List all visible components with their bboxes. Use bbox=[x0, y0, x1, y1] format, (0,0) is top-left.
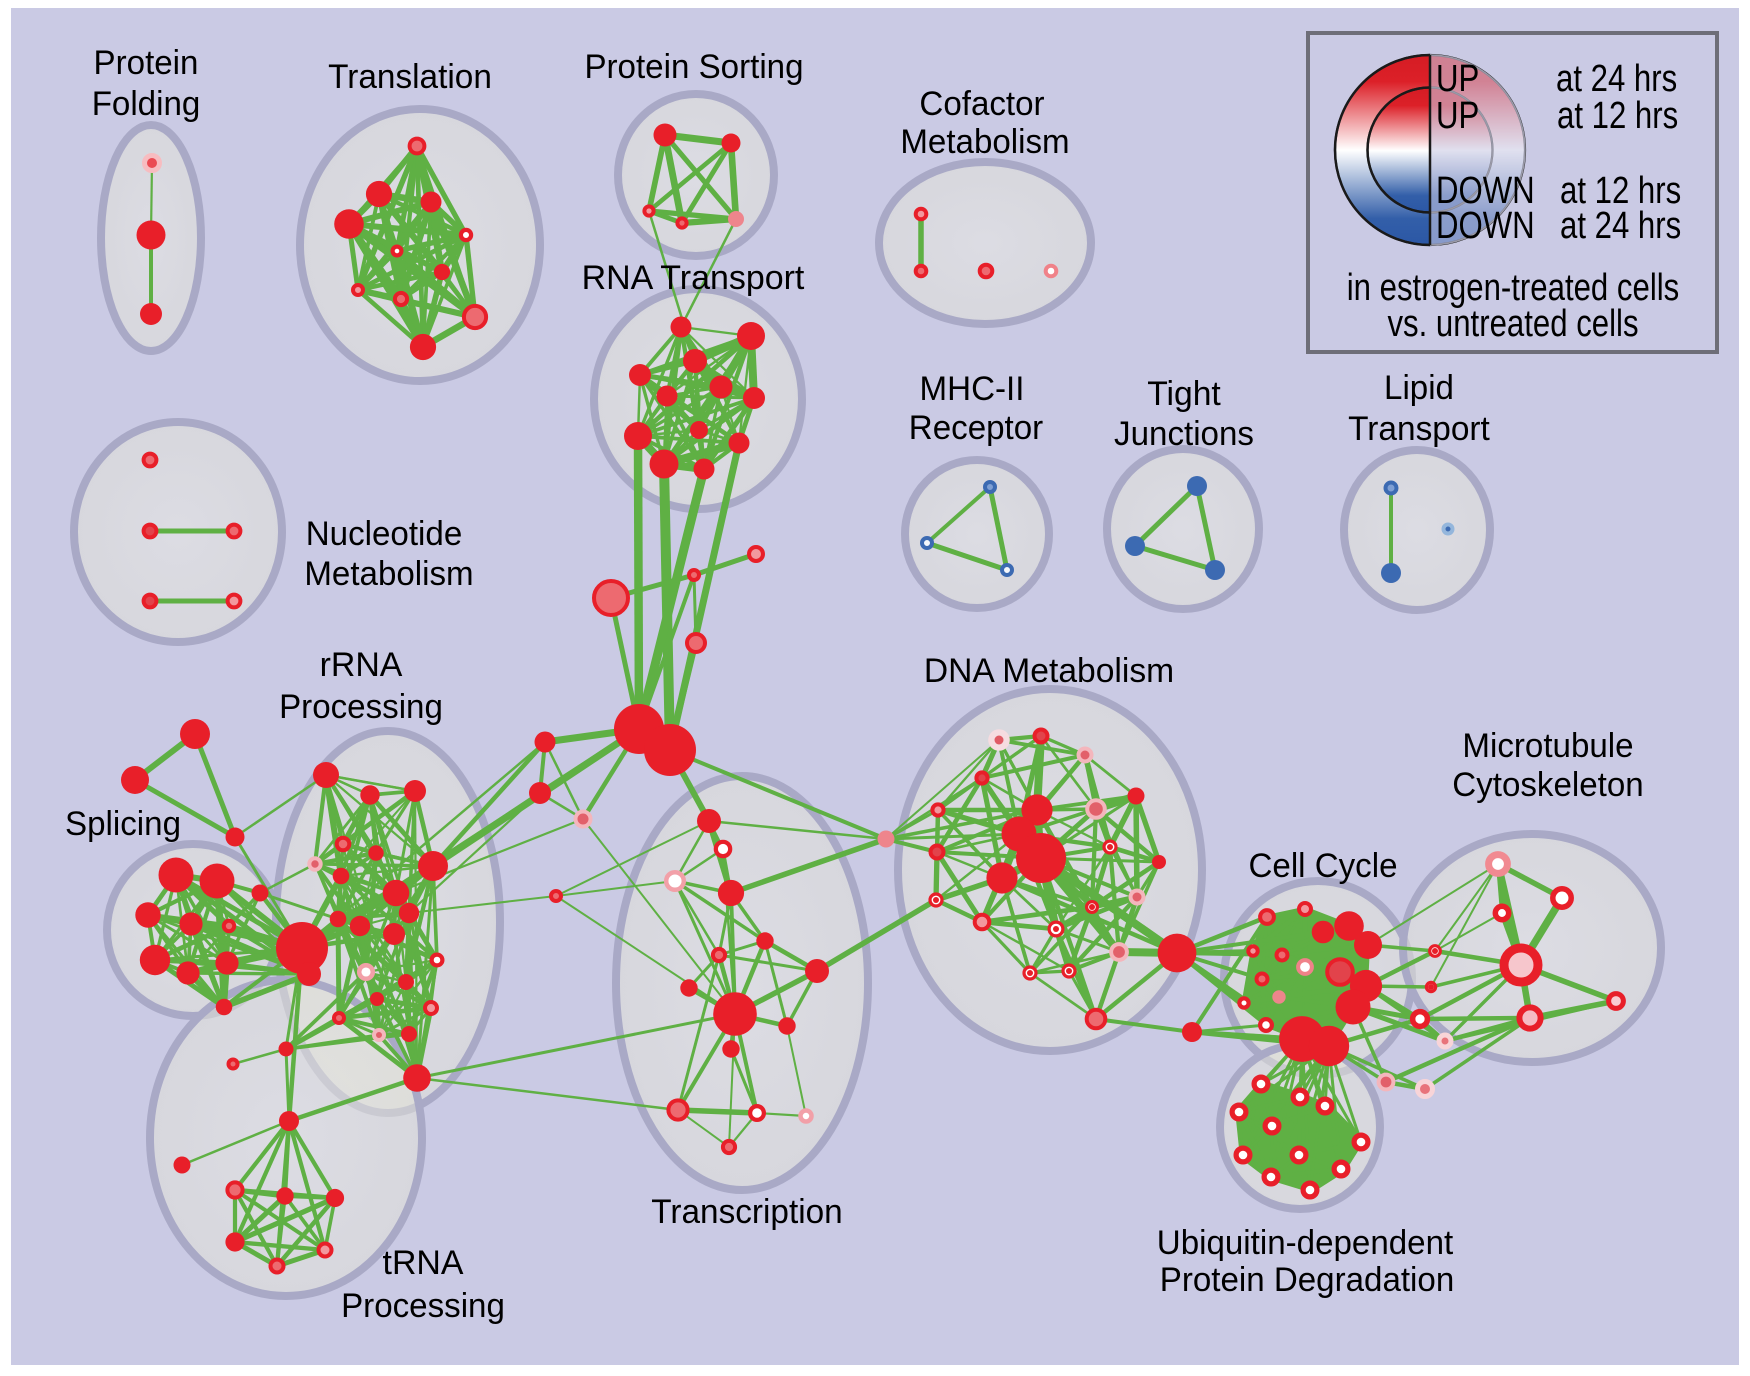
svg-text:MHC-II: MHC-II bbox=[920, 370, 1025, 408]
svg-text:Folding: Folding bbox=[92, 85, 201, 123]
svg-text:Splicing: Splicing bbox=[65, 805, 181, 843]
svg-text:UP: UP bbox=[1436, 95, 1479, 137]
svg-text:Cytoskeleton: Cytoskeleton bbox=[1452, 766, 1643, 804]
svg-text:vs. untreated cells: vs. untreated cells bbox=[1387, 303, 1638, 345]
svg-text:Microtubule: Microtubule bbox=[1462, 727, 1633, 765]
svg-text:at 24 hrs: at 24 hrs bbox=[1556, 58, 1677, 100]
svg-text:DNA Metabolism: DNA Metabolism bbox=[924, 652, 1174, 690]
svg-text:tRNA: tRNA bbox=[383, 1244, 464, 1282]
svg-text:Protein: Protein bbox=[94, 44, 199, 82]
svg-text:Transcription: Transcription bbox=[651, 1193, 842, 1231]
svg-text:UP: UP bbox=[1436, 58, 1479, 100]
svg-text:Processing: Processing bbox=[341, 1287, 505, 1325]
svg-text:at 24 hrs: at 24 hrs bbox=[1560, 205, 1681, 247]
svg-text:Tight: Tight bbox=[1147, 375, 1221, 413]
svg-text:Translation: Translation bbox=[328, 58, 492, 96]
svg-text:Lipid: Lipid bbox=[1384, 369, 1454, 407]
svg-text:Processing: Processing bbox=[279, 688, 443, 726]
svg-text:Ubiquitin-dependent: Ubiquitin-dependent bbox=[1157, 1224, 1454, 1262]
svg-text:Metabolism: Metabolism bbox=[900, 123, 1069, 161]
svg-text:Junctions: Junctions bbox=[1114, 415, 1254, 453]
svg-text:Transport: Transport bbox=[1348, 410, 1490, 448]
svg-text:Receptor: Receptor bbox=[909, 409, 1043, 447]
svg-text:Cofactor: Cofactor bbox=[919, 85, 1044, 123]
svg-text:rRNA: rRNA bbox=[320, 646, 403, 684]
svg-text:Protein Degradation: Protein Degradation bbox=[1160, 1261, 1455, 1299]
svg-text:in estrogen-treated cells: in estrogen-treated cells bbox=[1347, 267, 1680, 309]
svg-text:DOWN: DOWN bbox=[1436, 170, 1535, 212]
svg-text:DOWN: DOWN bbox=[1436, 205, 1535, 247]
svg-text:at 12 hrs: at 12 hrs bbox=[1557, 95, 1678, 137]
svg-text:at 12 hrs: at 12 hrs bbox=[1560, 170, 1681, 212]
svg-text:Protein Sorting: Protein Sorting bbox=[584, 48, 803, 86]
svg-text:RNA Transport: RNA Transport bbox=[582, 259, 805, 297]
svg-text:Cell Cycle: Cell Cycle bbox=[1249, 847, 1398, 885]
svg-text:Nucleotide: Nucleotide bbox=[306, 515, 463, 553]
svg-text:Metabolism: Metabolism bbox=[304, 555, 473, 593]
